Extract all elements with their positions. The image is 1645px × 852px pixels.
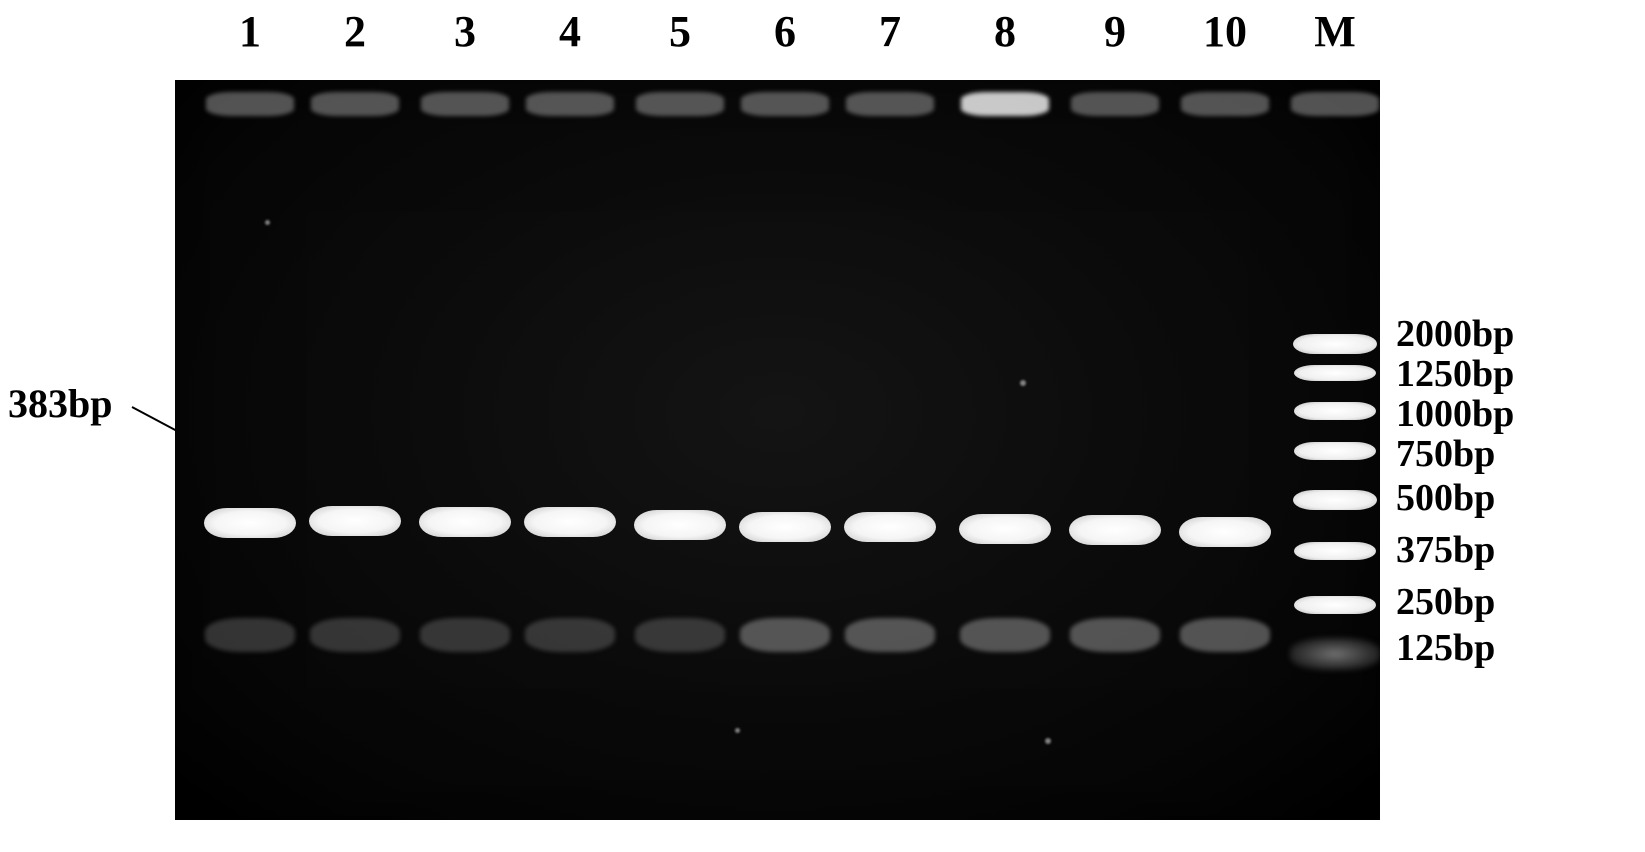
lane-label-2: 2 [315, 6, 395, 57]
product-size-label: 383bp [8, 380, 113, 427]
gel-speck [1020, 380, 1026, 386]
ladder-band-375bp [1294, 542, 1376, 560]
ladder-band-750bp [1294, 442, 1376, 460]
ladder-band-1250bp [1294, 365, 1376, 381]
sample-band-lane-9 [1069, 515, 1161, 545]
well-lane-10 [1181, 92, 1269, 116]
sample-band-lane-6 [739, 512, 831, 542]
well-lane-6 [741, 92, 829, 116]
faint-smear-lane-10 [1180, 618, 1270, 652]
sample-band-lane-3 [419, 507, 511, 537]
sample-band-lane-2 [309, 506, 401, 536]
sample-band-lane-8 [959, 514, 1051, 544]
well-lane-8 [961, 92, 1049, 116]
ladder-label-125bp: 125bp [1396, 626, 1495, 670]
faint-smear-lane-8 [960, 618, 1050, 652]
gel-speck [265, 220, 270, 225]
ladder-label-375bp: 375bp [1396, 528, 1495, 572]
lane-label-9: 9 [1075, 6, 1155, 57]
sample-band-lane-10 [1179, 517, 1271, 547]
lane-label-5: 5 [640, 6, 720, 57]
well-lane-3 [421, 92, 509, 116]
gel-speck [1045, 738, 1051, 744]
faint-smear-lane-4 [525, 618, 615, 652]
gel-image [175, 80, 1380, 820]
ladder-label-750bp: 750bp [1396, 432, 1495, 476]
lane-label-1: 1 [210, 6, 290, 57]
sample-band-lane-1 [204, 508, 296, 538]
product-pointer [132, 406, 177, 431]
well-lane-2 [311, 92, 399, 116]
faint-smear-lane-5 [635, 618, 725, 652]
lane-label-4: 4 [530, 6, 610, 57]
gel-speck [735, 728, 740, 733]
ladder-label-1250bp: 1250bp [1396, 352, 1514, 396]
well-lane-5 [636, 92, 724, 116]
well-lane-1 [206, 92, 294, 116]
ladder-label-2000bp: 2000bp [1396, 312, 1514, 356]
faint-smear-lane-7 [845, 618, 935, 652]
ladder-label-250bp: 250bp [1396, 580, 1495, 624]
lane-label-3: 3 [425, 6, 505, 57]
ladder-band-2000bp [1293, 334, 1377, 354]
ladder-label-500bp: 500bp [1396, 476, 1495, 520]
ladder-band-500bp [1293, 490, 1377, 510]
lane-label-10: 10 [1185, 6, 1265, 57]
well-lane-7 [846, 92, 934, 116]
sample-band-lane-7 [844, 512, 936, 542]
ladder-band-250bp [1294, 596, 1376, 614]
faint-smear-lane-1 [205, 618, 295, 652]
ladder-band-125bp [1290, 638, 1380, 670]
lane-label-M: M [1295, 6, 1375, 57]
faint-smear-lane-9 [1070, 618, 1160, 652]
ladder-label-1000bp: 1000bp [1396, 392, 1514, 436]
well-lane-M [1291, 92, 1379, 116]
sample-band-lane-5 [634, 510, 726, 540]
faint-smear-lane-2 [310, 618, 400, 652]
sample-band-lane-4 [524, 507, 616, 537]
lane-label-6: 6 [745, 6, 825, 57]
lane-label-7: 7 [850, 6, 930, 57]
well-lane-4 [526, 92, 614, 116]
faint-smear-lane-6 [740, 618, 830, 652]
lane-label-8: 8 [965, 6, 1045, 57]
ladder-band-1000bp [1294, 402, 1376, 420]
faint-smear-lane-3 [420, 618, 510, 652]
well-lane-9 [1071, 92, 1159, 116]
